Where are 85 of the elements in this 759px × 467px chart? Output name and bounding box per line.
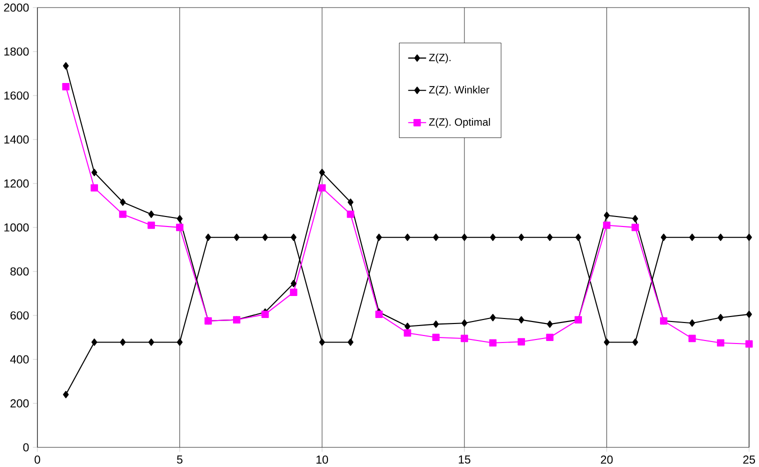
point (489, 339, 497, 346)
point (716, 339, 724, 346)
legend-label: Z(Z). Winkler (429, 86, 490, 96)
point (176, 224, 184, 232)
point (148, 210, 154, 218)
point (518, 338, 526, 346)
y-tick-label: 600 (10, 311, 29, 320)
y-tick-label: 1400 (4, 135, 29, 144)
point (91, 338, 98, 346)
x-tick-label: 0 (34, 455, 40, 464)
point (603, 221, 610, 229)
point (433, 320, 439, 328)
point (604, 338, 610, 346)
point (119, 210, 126, 218)
x-tick-label: 20 (600, 455, 613, 464)
point (290, 234, 296, 241)
point (375, 310, 383, 318)
point (120, 338, 126, 346)
point (660, 234, 667, 241)
point (490, 314, 496, 322)
point (319, 168, 325, 176)
point (404, 234, 410, 241)
point (90, 184, 98, 192)
point (290, 280, 296, 288)
point (718, 234, 724, 241)
y-tick-label: 800 (10, 267, 29, 276)
legend-label: Z(Z). Optimal (429, 118, 490, 128)
point (746, 310, 752, 318)
point (120, 198, 126, 206)
point (404, 329, 412, 337)
point (745, 340, 753, 348)
point (432, 334, 440, 341)
point (348, 338, 354, 346)
point (490, 234, 496, 241)
point (718, 314, 724, 322)
point (404, 322, 410, 330)
point (318, 184, 326, 192)
point (176, 214, 183, 222)
point (234, 234, 240, 241)
point (689, 319, 696, 327)
point (518, 234, 524, 241)
y-tick-label: 1600 (4, 91, 29, 100)
point (290, 288, 298, 296)
point (460, 334, 468, 342)
point (261, 310, 269, 318)
y-tick-label: 1200 (4, 179, 29, 188)
y-tick-label: 2000 (4, 3, 29, 12)
legend-label: Z(Z). (429, 53, 451, 64)
point (148, 221, 155, 229)
x-tick-label: 25 (743, 455, 756, 464)
y-tick-label: 400 (10, 355, 29, 364)
point (604, 212, 610, 219)
x-tick-label: 5 (176, 455, 182, 464)
point (689, 234, 696, 241)
point (148, 338, 154, 346)
point (575, 234, 582, 241)
point (462, 234, 468, 241)
point (546, 234, 553, 241)
x-tick-label: 15 (458, 455, 470, 464)
y-tick-label: 0 (23, 443, 29, 452)
point (91, 168, 98, 176)
point (546, 320, 553, 328)
point (348, 198, 354, 206)
point (433, 234, 439, 241)
x-tick-label: 10 (316, 455, 328, 464)
y-tick-label: 1800 (4, 47, 29, 56)
point (462, 319, 468, 327)
point (205, 234, 212, 241)
point (62, 82, 70, 90)
point (62, 62, 69, 70)
y-tick-label: 200 (10, 399, 29, 408)
point (376, 234, 382, 241)
point (319, 338, 325, 346)
point (62, 390, 69, 398)
point (546, 334, 554, 341)
point (746, 234, 752, 241)
point (176, 338, 183, 346)
point (518, 316, 524, 324)
point (632, 214, 638, 222)
point (688, 334, 696, 342)
point (632, 224, 639, 232)
y-tick-label: 1000 (4, 223, 29, 232)
point (632, 338, 638, 346)
point (346, 210, 354, 218)
point (262, 234, 268, 241)
